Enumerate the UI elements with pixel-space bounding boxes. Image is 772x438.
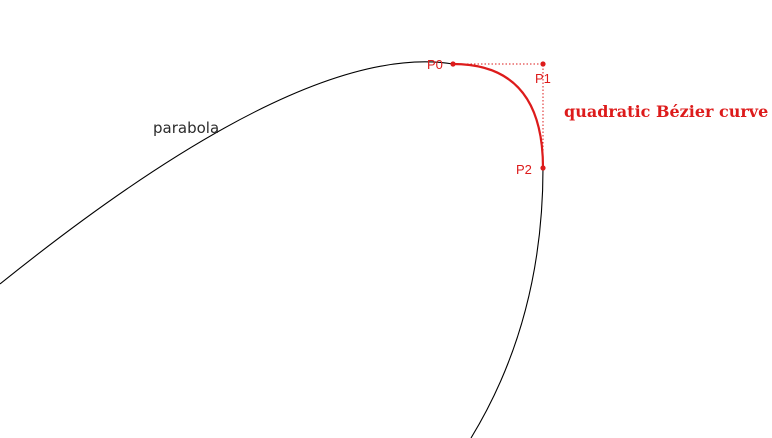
- point-p0: [450, 61, 456, 67]
- quadratic-bezier-curve: [452, 62, 545, 169]
- parabola-curve: [0, 61, 544, 438]
- label-parabola: parabola: [153, 119, 219, 137]
- point-p2: [540, 165, 546, 171]
- point-p1: [540, 61, 546, 67]
- label-p2: P2: [516, 162, 532, 177]
- control-polygon: [453, 63, 544, 168]
- label-p0: P0: [427, 57, 443, 72]
- label-p1: P1: [535, 71, 551, 86]
- label-bezier: quadratic Bézier curve: [564, 102, 768, 121]
